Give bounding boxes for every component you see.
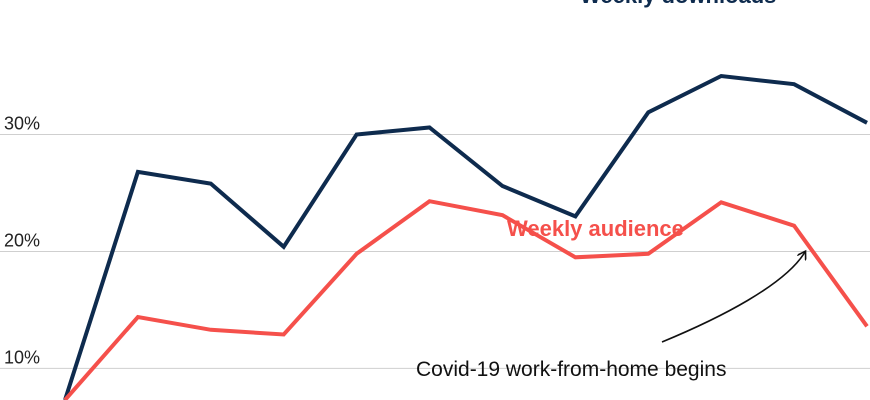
series-label-weekly-audience: Weekly audience <box>507 216 684 241</box>
series-lines <box>63 73 869 400</box>
annotation-arrow <box>661 252 805 343</box>
y-axis-tick-labels: 10% 20% 30% <box>4 114 40 368</box>
y-tick-label-30: 30% <box>4 114 40 134</box>
y-tick-label-10: 10% <box>4 347 40 367</box>
gridlines <box>0 134 870 369</box>
series-label-weekly-downloads: Weekly downloads <box>580 0 776 8</box>
annotation-covid-work-from-home: Covid-19 work-from-home begins <box>416 358 726 381</box>
series-line-weekly-audience <box>63 199 869 400</box>
y-tick-label-20: 20% <box>4 230 40 250</box>
series-line-weekly-downloads <box>63 73 868 400</box>
